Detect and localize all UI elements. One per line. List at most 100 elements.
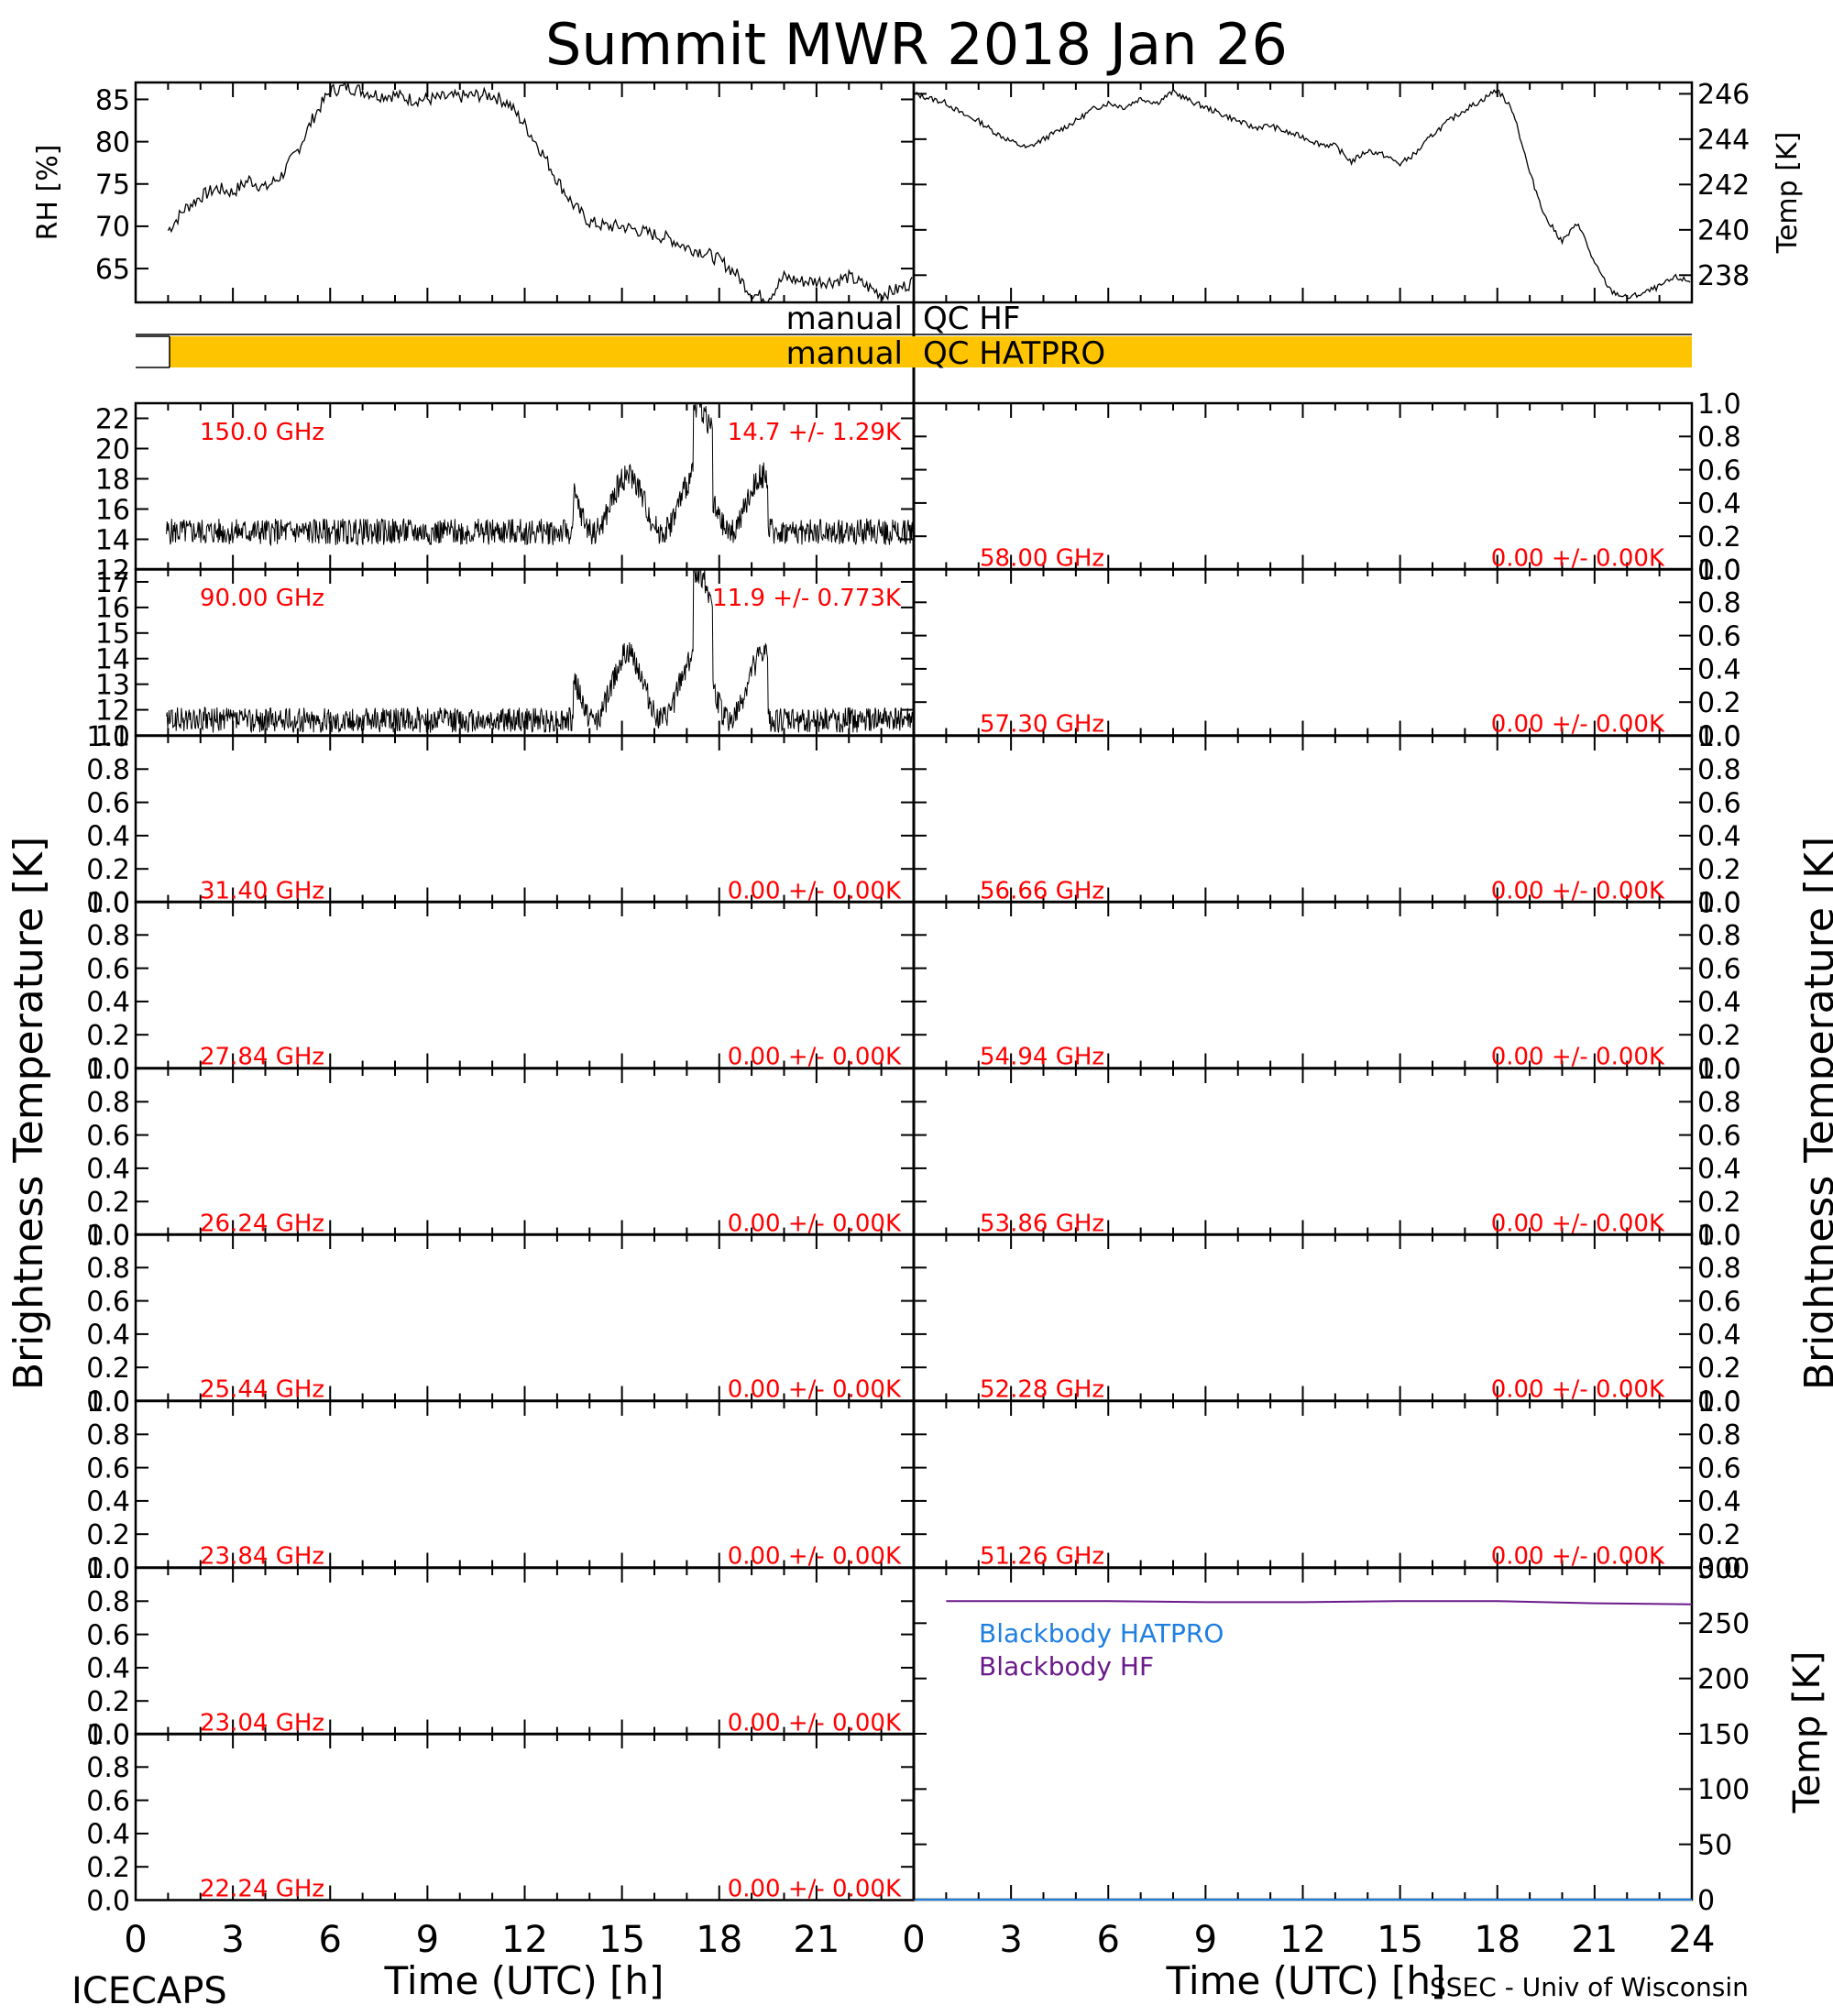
y-tick-label: 0.2	[86, 1519, 130, 1551]
x-tick-label: 24	[1669, 1919, 1716, 1961]
y-tick-label: 0.2	[1697, 1187, 1741, 1219]
x-tick-label: 0	[124, 1919, 147, 1961]
y-tick-label: 0.8	[1697, 587, 1741, 619]
y-tick-label: 0.0	[1697, 1220, 1741, 1252]
y-tick-label: 244	[1697, 125, 1750, 157]
tb-stat-label: 14.7 +/- 1.29K	[728, 419, 902, 446]
y-tick-label: 1.0	[86, 887, 130, 919]
qc-bar-1	[170, 336, 1692, 367]
y-tick-label: 0.4	[86, 1320, 130, 1352]
y-tick-label: 0.2	[86, 1020, 130, 1052]
ylabel-tb-left: Brightness Temperature [K]	[5, 837, 52, 1390]
y-tick-label: 0.2	[86, 854, 130, 886]
tb-stat-label: 0.00 +/- 0.00K	[1491, 1211, 1665, 1238]
y-tick-label: 12	[95, 554, 130, 586]
rh-panel	[134, 81, 916, 304]
temp-panel	[912, 81, 1694, 304]
tb-freq-label: 52.28 GHz	[980, 1376, 1104, 1404]
y-tick-label: 0.8	[86, 920, 130, 952]
tb-stat-label: 0.00 +/- 0.00K	[728, 1710, 902, 1737]
tb-freq-label: 51.26 GHz	[980, 1543, 1104, 1571]
tb-stat-label: 0.00 +/- 0.00K	[1491, 1044, 1665, 1071]
tb-stat-label: 0.00 +/- 0.00K	[1491, 878, 1665, 905]
y-tick-label: 0.6	[86, 787, 130, 819]
y-tick-label: 0.6	[86, 1120, 130, 1152]
tb-stat-label: 0.00 +/- 0.00K	[728, 878, 902, 905]
y-tick-label: 1.0	[1697, 1220, 1741, 1252]
y-tick-label: 238	[1697, 260, 1750, 292]
tb-stat-label: 0.00 +/- 0.00K	[1491, 711, 1665, 739]
tb-freq-label: 22.24 GHz	[200, 1876, 324, 1903]
y-tick-label: 16	[95, 593, 130, 625]
y-tick-label: 0.4	[86, 821, 130, 853]
y-tick-label: 0.8	[1697, 1087, 1741, 1119]
y-tick-label: 0.4	[1697, 1486, 1741, 1518]
tb-stat-label: 0.00 +/- 0.00K	[728, 1211, 902, 1238]
footer-left: ICECAPS	[71, 1970, 227, 2012]
tb-freq-label: 56.66 GHz	[980, 878, 1104, 905]
y-tick-label: 1.0	[86, 1054, 130, 1086]
temp-series-line	[913, 87, 1691, 300]
x-tick-label: 12	[501, 1919, 548, 1961]
y-tick-label: 0.0	[1697, 1053, 1741, 1085]
tb-stat-label: 0.00 +/- 0.00K	[728, 1376, 902, 1404]
y-tick-label: 0.4	[1697, 488, 1741, 520]
tb-freq-label: 90.00 GHz	[200, 585, 324, 612]
y-tick-label: 0	[1697, 1885, 1715, 1917]
x-tick-label: 15	[1377, 1919, 1423, 1961]
ylabel-tb-right: Brightness Temperature [K]	[1796, 837, 1833, 1390]
y-tick-label: 246	[1697, 79, 1750, 111]
y-tick-label: 0.2	[1697, 854, 1741, 886]
blackbody-ylabel: Temp [K]	[1786, 1651, 1828, 1814]
y-tick-label: 22	[95, 403, 130, 435]
y-tick-label: 0.6	[1697, 953, 1741, 985]
y-tick-label: 0.2	[86, 1187, 130, 1219]
y-tick-label: 0.8	[86, 1752, 130, 1784]
y-tick-label: 0.6	[1697, 455, 1741, 487]
y-tick-label: 11	[95, 720, 130, 752]
y-tick-label: 1.0	[86, 1719, 130, 1751]
y-tick-label: 0.4	[1697, 1154, 1741, 1186]
y-tick-label: 0.4	[86, 1154, 130, 1186]
y-tick-label: 0.0	[86, 1719, 130, 1751]
y-tick-label: 0.0	[86, 1552, 130, 1584]
tb-freq-label: 23.04 GHz	[200, 1710, 324, 1737]
tb-stat-label: 11.9 +/- 0.773K	[712, 585, 902, 612]
y-tick-label: 0.0	[86, 1053, 130, 1085]
y-tick-label: 0.4	[1697, 654, 1741, 686]
y-tick-label: 0.0	[1697, 554, 1741, 586]
y-tick-label: 0.6	[86, 1619, 130, 1651]
tb-series-line	[166, 568, 915, 734]
y-tick-label: 16	[95, 494, 130, 526]
y-tick-label: 0.0	[1697, 887, 1741, 919]
xlabel-right: Time (UTC) [h]	[1166, 1958, 1446, 2003]
y-tick-label: 15	[95, 619, 130, 651]
y-tick-label: 0.6	[1697, 620, 1741, 652]
y-tick-label: 1.0	[86, 1553, 130, 1585]
tb-freq-label: 31.40 GHz	[200, 878, 324, 905]
temp-ylabel: Temp [K]	[1772, 132, 1804, 255]
y-tick-label: 0.2	[1697, 1020, 1741, 1052]
tb-stat-label: 0.00 +/- 0.00K	[728, 1044, 902, 1071]
y-tick-label: 85	[95, 84, 130, 116]
tb-freq-label: 53.86 GHz	[980, 1211, 1104, 1238]
y-tick-label: 0.4	[1697, 821, 1741, 853]
tb-stat-label: 0.00 +/- 0.00K	[728, 1543, 902, 1571]
tb-freq-label: 23.84 GHz	[200, 1543, 324, 1571]
y-tick-label: 1.0	[1697, 1386, 1741, 1419]
y-tick-label: 1.0	[1697, 554, 1741, 586]
tb-series-line	[166, 402, 915, 547]
y-tick-label: 0.6	[1697, 1452, 1741, 1485]
qc-row-label: manual	[786, 335, 903, 372]
y-tick-label: 17	[95, 567, 130, 599]
y-tick-label: 0.4	[86, 1653, 130, 1685]
y-tick-label: 0.0	[86, 1885, 130, 1917]
blackbody-legend-label: Blackbody HATPRO	[979, 1618, 1224, 1649]
y-tick-label: 75	[95, 170, 130, 202]
y-tick-label: 0.2	[86, 1353, 130, 1385]
x-tick-label: 15	[598, 1919, 645, 1961]
tb-freq-label: 26.24 GHz	[200, 1211, 324, 1238]
y-tick-label: 1.0	[1697, 721, 1741, 753]
y-tick-label: 65	[95, 254, 130, 286]
tb-freq-label: 25.44 GHz	[200, 1376, 324, 1404]
